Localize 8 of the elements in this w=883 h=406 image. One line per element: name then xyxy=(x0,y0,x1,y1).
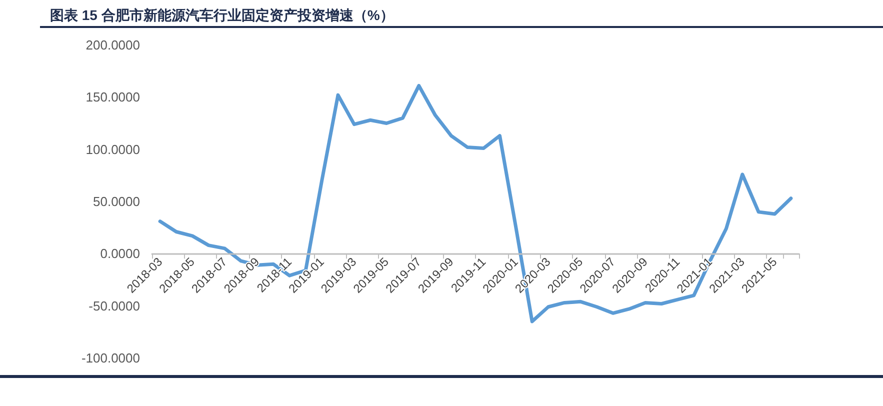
y-tick-label: 100.0000 xyxy=(86,142,140,157)
y-tick-label: -100.0000 xyxy=(81,350,140,366)
y-tick-label: 200.0000 xyxy=(86,38,140,52)
y-tick-label: 0.0000 xyxy=(100,246,140,262)
y-tick-label: 50.0000 xyxy=(93,194,140,209)
y-tick-label: 150.0000 xyxy=(86,90,140,105)
y-tick-label: -50.0000 xyxy=(88,298,140,314)
chart-title: 图表 15 合肥市新能源汽车行业固定资产投资增速（%） xyxy=(50,7,394,25)
